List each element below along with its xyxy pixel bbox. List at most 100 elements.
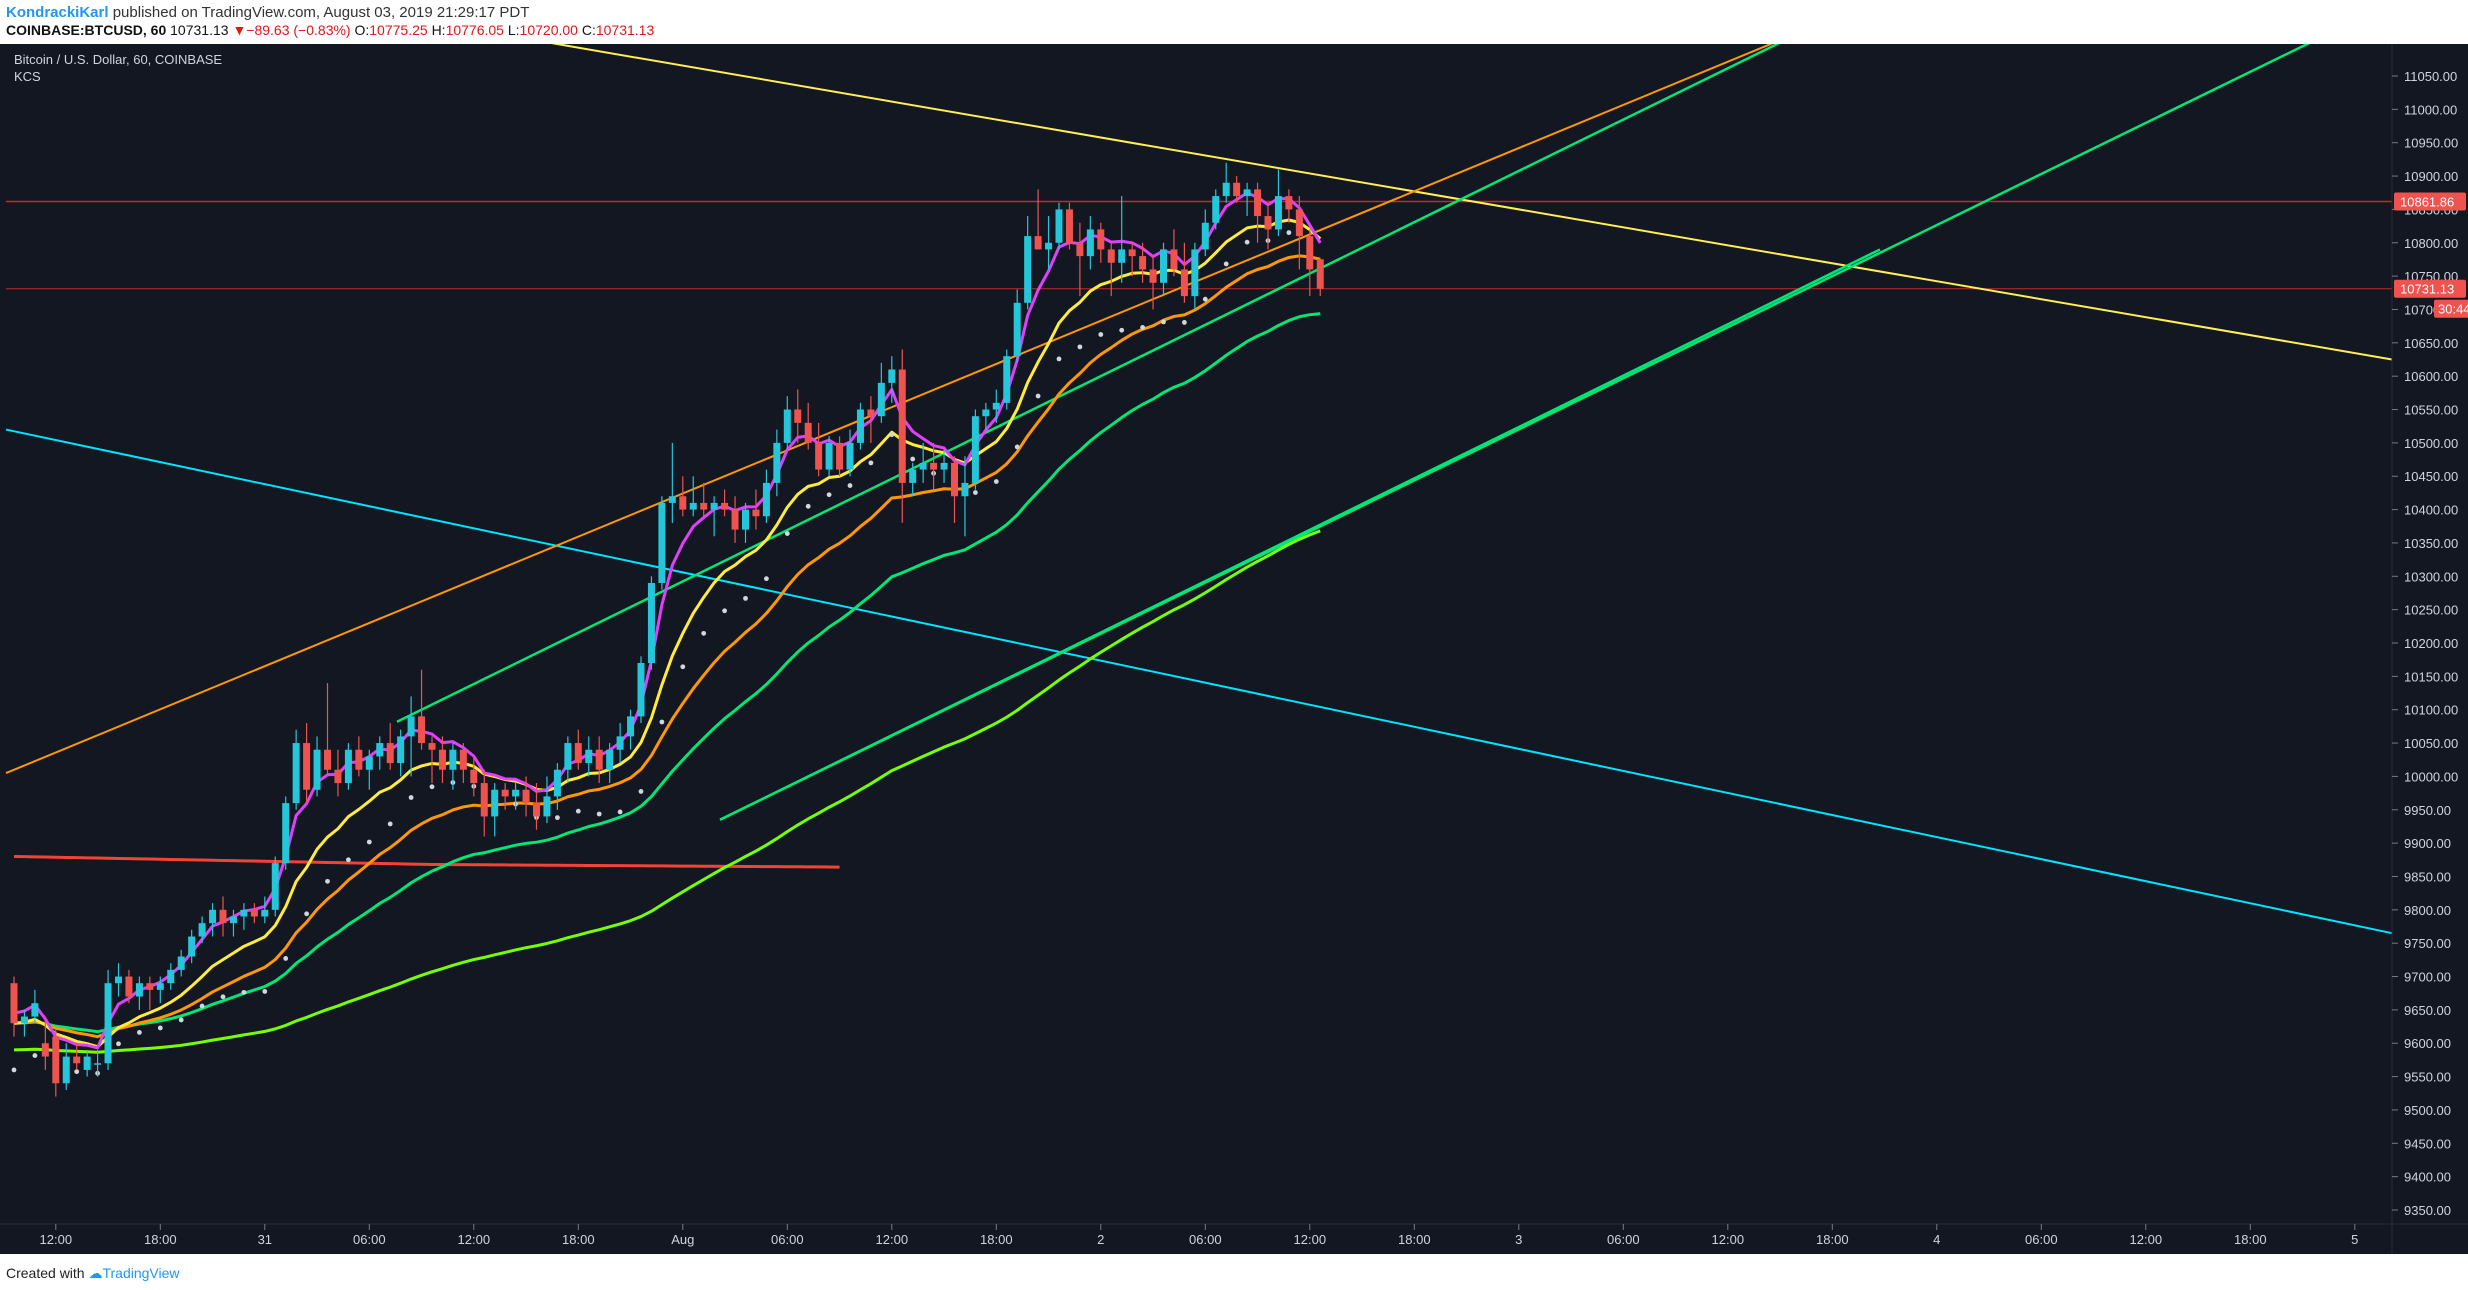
candle-body xyxy=(919,462,927,470)
tradingview-brand[interactable]: TradingView xyxy=(102,1265,180,1281)
candle-body xyxy=(794,409,802,423)
price-tick-label: 9400.00 xyxy=(2404,1170,2451,1185)
hline-price-tag: 10861.86 xyxy=(2400,195,2454,210)
candle-body xyxy=(658,502,666,583)
price-tick-label: 10500.00 xyxy=(2404,436,2458,451)
candle-body xyxy=(951,462,958,497)
candle-body xyxy=(637,663,645,717)
candle-body xyxy=(397,736,405,764)
author-link[interactable]: KondrackiKarl xyxy=(6,4,109,21)
price-tick-label: 10950.00 xyxy=(2404,136,2458,151)
price-chart[interactable]: 9350.00 9400.00 9450.00 9500.00 9550.00 9600.… xyxy=(0,44,2468,1254)
time-tick-label: Aug xyxy=(671,1232,694,1247)
price-tick-label: 9600.00 xyxy=(2404,1036,2451,1051)
candle-body xyxy=(574,743,582,764)
time-tick-label: 06:00 xyxy=(353,1232,386,1247)
chart-footer: Created with ☁TradingView xyxy=(0,1254,2468,1290)
candle-body xyxy=(94,1063,102,1065)
psar-dot xyxy=(701,630,707,636)
psar-dot xyxy=(387,821,393,827)
time-tick-label: 18:00 xyxy=(980,1232,1013,1247)
candle-body xyxy=(10,983,18,1024)
psar-dot xyxy=(429,784,435,790)
candle-body xyxy=(971,416,979,483)
symbol-label: COINBASE:BTCUSD, 60 xyxy=(6,22,167,38)
candle-body xyxy=(1233,182,1241,197)
candle-body xyxy=(1097,229,1105,250)
candle-body xyxy=(606,749,614,770)
time-tick-label: 2 xyxy=(1097,1232,1104,1247)
time-tick-label: 06:00 xyxy=(1607,1232,1640,1247)
candle-body xyxy=(742,509,749,530)
psar-dot xyxy=(1244,239,1250,245)
psar-dot xyxy=(555,815,560,821)
candle-body xyxy=(1045,242,1053,250)
psar-dot xyxy=(805,503,811,509)
candle-body xyxy=(898,369,906,483)
price-tick-label: 10600.00 xyxy=(2404,369,2458,384)
candle-body xyxy=(1180,269,1188,297)
candle-body xyxy=(783,409,791,443)
chart-background xyxy=(0,44,2468,1254)
candle-body xyxy=(679,496,687,510)
price-axis[interactable]: 9350.00 9400.00 9450.00 9500.00 9550.00 9600.… xyxy=(2391,44,2468,1254)
price-tick-label: 10200.00 xyxy=(2404,636,2458,651)
time-tick-label: 06:00 xyxy=(771,1232,804,1247)
time-tick-label: 18:00 xyxy=(2234,1232,2267,1247)
candle-body xyxy=(355,749,363,770)
candle-body xyxy=(616,736,624,750)
time-tick-label: 06:00 xyxy=(2025,1232,2058,1247)
candle-body xyxy=(804,422,812,443)
psar-dot xyxy=(1035,393,1041,399)
candle-body xyxy=(1170,249,1178,270)
price-tick-label: 10450.00 xyxy=(2404,469,2458,484)
candle-body xyxy=(1107,249,1115,263)
candle-body xyxy=(386,743,394,764)
legend-title: Bitcoin / U.S. Dollar, 60, COINBASE xyxy=(14,52,222,67)
psar-dot xyxy=(993,479,999,484)
time-tick-label: 3 xyxy=(1515,1232,1522,1247)
time-tick-label: 5 xyxy=(2351,1232,2358,1247)
candle-body xyxy=(470,769,478,784)
candle-body xyxy=(867,409,875,417)
down-arrow-icon: ▼ xyxy=(232,22,247,38)
candle-body xyxy=(449,749,457,770)
time-tick-label: 18:00 xyxy=(144,1232,177,1247)
candle-body xyxy=(428,743,436,750)
ema-green xyxy=(13,312,1321,1034)
candle-body xyxy=(595,749,603,770)
candle-body xyxy=(940,462,948,470)
psar-dot xyxy=(199,1003,205,1009)
candle-body xyxy=(376,743,384,757)
candle-body xyxy=(543,796,551,817)
psar-dot xyxy=(1098,332,1104,337)
psar-dot xyxy=(973,490,978,495)
tradingview-logo-icon[interactable]: ☁ xyxy=(88,1265,103,1281)
psar-dot xyxy=(847,483,853,488)
candle-body xyxy=(52,1036,60,1084)
time-tick-label: 12:00 xyxy=(40,1232,73,1247)
psar-dot xyxy=(826,492,832,498)
candle-body xyxy=(1128,249,1136,257)
candle-body xyxy=(1222,182,1230,197)
psar-dot xyxy=(868,460,874,466)
psar-dot xyxy=(178,1017,184,1023)
close-label: C: xyxy=(581,22,596,38)
candle-body xyxy=(480,783,488,817)
price-tick-label: 9800.00 xyxy=(2404,903,2451,918)
time-axis[interactable]: 12:00 18:00 31 06:00 12:00 18:00 Aug 06:00 12:00… xyxy=(0,1223,2468,1247)
psar-dot xyxy=(346,857,351,863)
low-value: 10720.00 xyxy=(519,22,578,38)
time-tick-label: 18:00 xyxy=(562,1232,595,1247)
candle-body xyxy=(1295,209,1303,237)
psar-dot xyxy=(575,808,581,814)
candle-body xyxy=(334,769,342,784)
candle-body xyxy=(156,983,164,990)
time-tick-label: 18:00 xyxy=(1398,1232,1431,1247)
time-tick-label: 12:00 xyxy=(1712,1232,1745,1247)
time-tick-label: 12:00 xyxy=(458,1232,491,1247)
ema-orange xyxy=(13,254,1321,1039)
psar-dot xyxy=(743,595,748,601)
psar-dot xyxy=(157,1025,163,1031)
low-label: L: xyxy=(507,22,520,38)
